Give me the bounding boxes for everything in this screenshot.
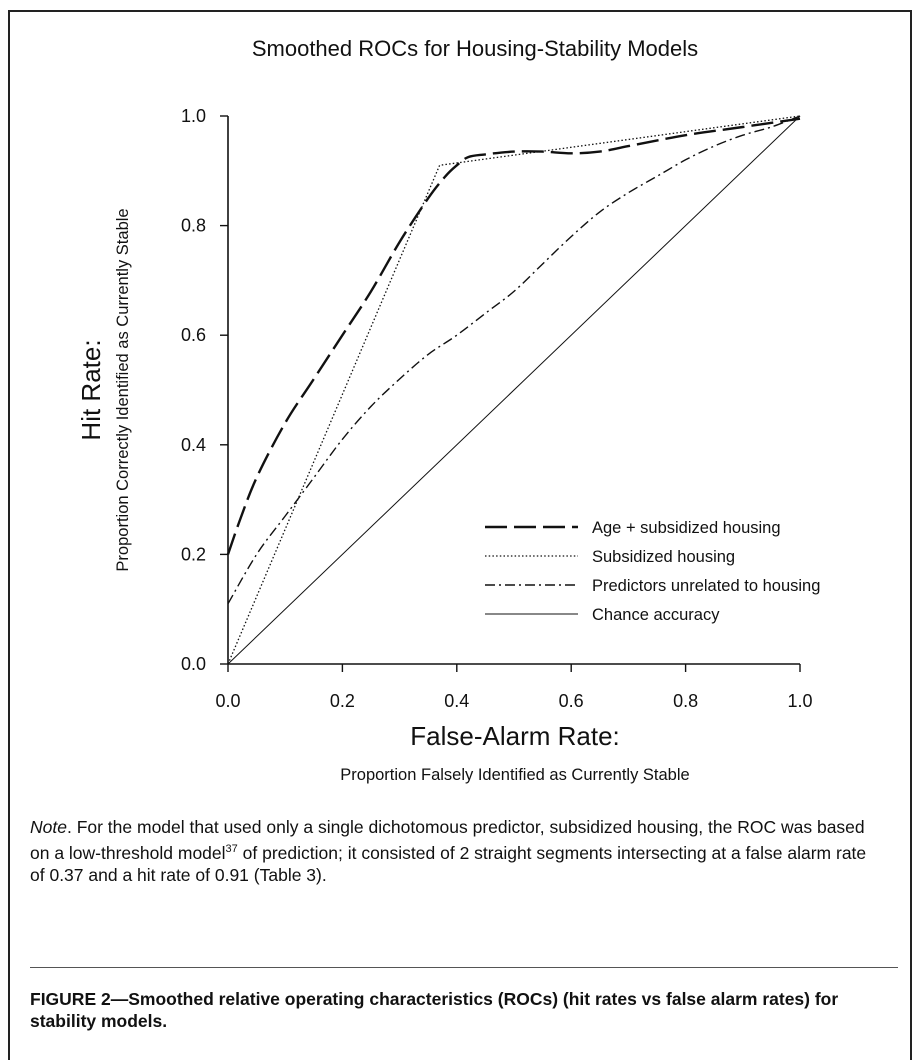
- chart-note: Note. For the model that used only a sin…: [30, 816, 880, 886]
- x-tick-label: 0.4: [444, 691, 469, 711]
- legend: Age + subsidized housing Subsidized housi…: [485, 519, 820, 624]
- x-tick-label: 1.0: [787, 691, 812, 711]
- roc-chart: Smoothed ROCs for Housing-Stability Mode…: [76, 36, 820, 784]
- series-line-3: [227, 115, 801, 665]
- legend-label-1: Subsidized housing: [592, 548, 735, 566]
- legend-label-0: Age + subsidized housing: [592, 519, 781, 537]
- caption-divider: [30, 967, 898, 968]
- plot-axes: 0.0 0.2 0.4 0.6 0.8 1.0 0.0 0.2 0.4 0.6 0.8 1.0: [181, 106, 813, 711]
- legend-label-2: Predictors unrelated to housing: [592, 577, 820, 595]
- chart-title: Smoothed ROCs for Housing-Stability Mode…: [252, 36, 698, 61]
- y-tick-label: 0.4: [181, 435, 206, 455]
- series-line-0: [226, 117, 801, 555]
- y-tick-label: 0.6: [181, 325, 206, 345]
- x-tick-label: 0.8: [673, 691, 698, 711]
- series-layer: [226, 115, 801, 665]
- x-tick-label: 0.6: [559, 691, 584, 711]
- series-line-2: [227, 115, 801, 605]
- y-tick-label: 1.0: [181, 106, 206, 126]
- note-text-1: . For the model that used only a single …: [30, 817, 865, 863]
- y-axis-subtitle: Proportion Correctly Identified as Curre…: [114, 208, 132, 571]
- figure-caption: FIGURE 2—Smoothed relative operating cha…: [30, 989, 839, 1031]
- x-axis-title: False-Alarm Rate:: [410, 721, 620, 751]
- note-superscript: 37: [225, 843, 238, 855]
- y-tick-label: 0.8: [181, 216, 206, 236]
- x-tick-label: 0.2: [330, 691, 355, 711]
- y-tick-label: 0.0: [181, 654, 206, 674]
- y-tick-label: 0.2: [181, 544, 206, 564]
- figure-frame: [8, 10, 912, 1060]
- legend-label-3: Chance accuracy: [592, 606, 720, 624]
- x-tick-label: 0.0: [215, 691, 240, 711]
- y-axis-title: Hit Rate:: [76, 339, 106, 440]
- note-label: Note: [30, 817, 67, 837]
- x-axis-subtitle: Proportion Falsely Identified as Current…: [340, 766, 689, 784]
- note-text-2: of prediction; it consisted of 2 straigh…: [30, 842, 867, 885]
